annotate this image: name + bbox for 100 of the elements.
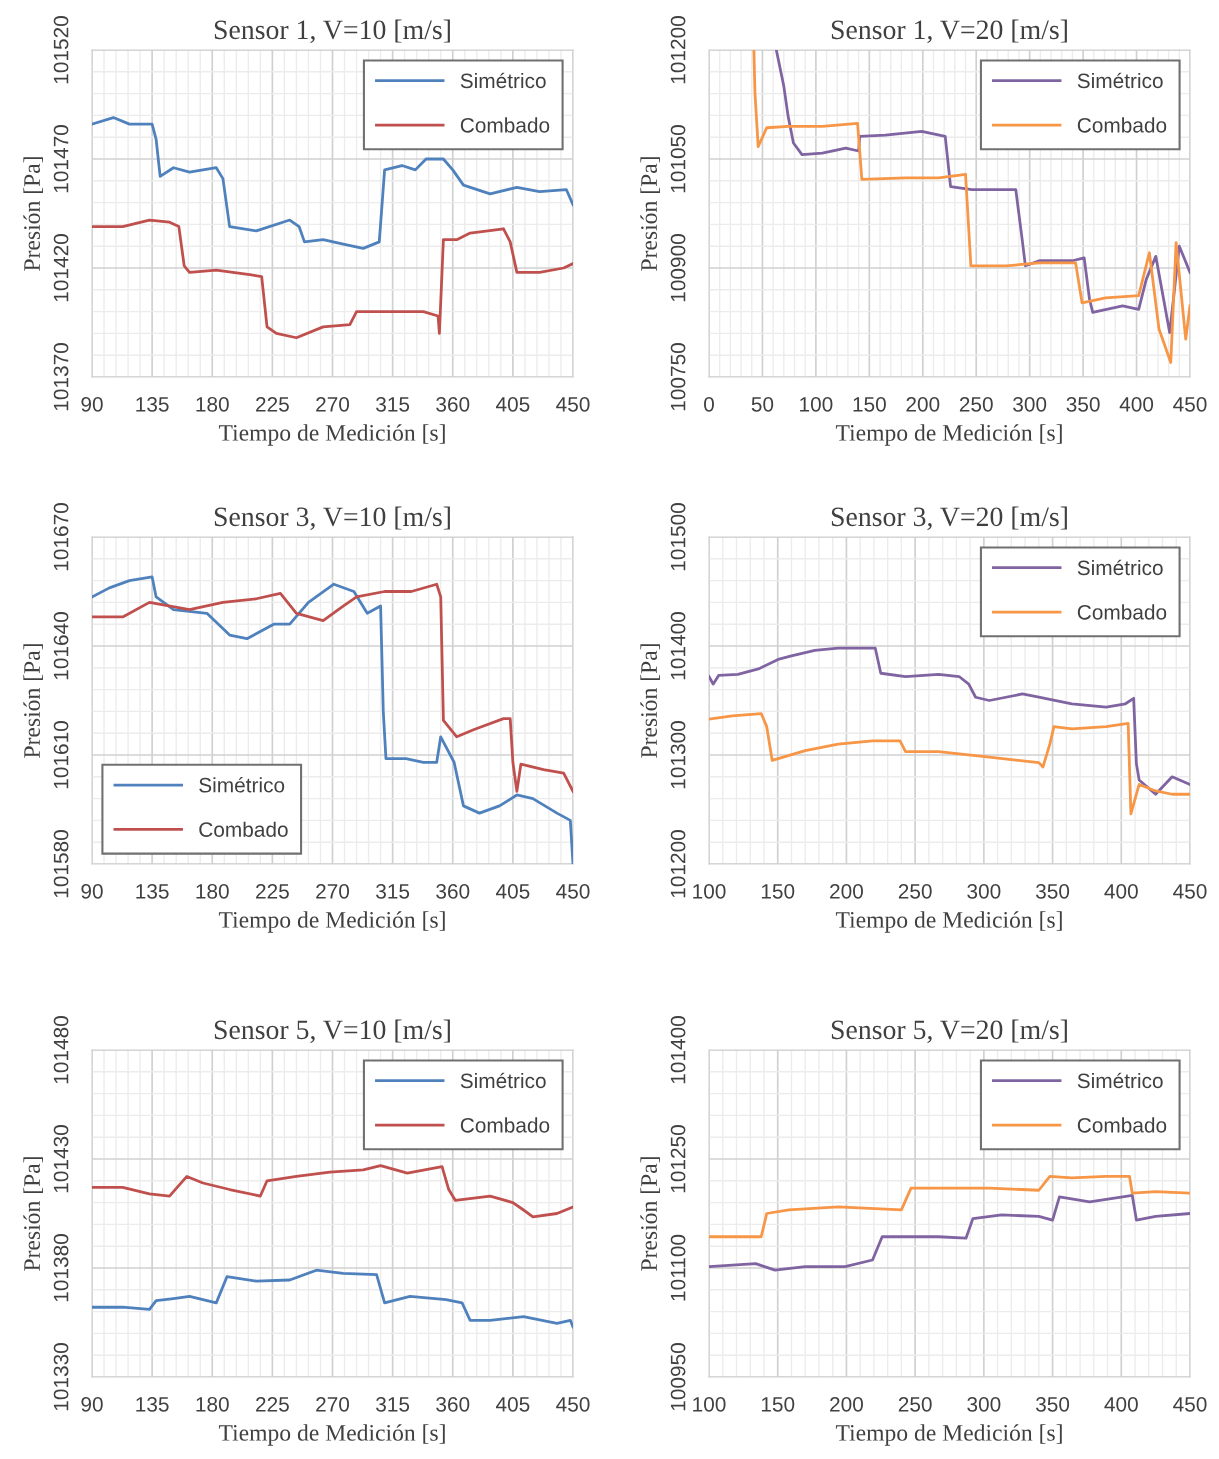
y-axis-title: Presión [Pa] — [23, 157, 43, 271]
x-tick-label: 180 — [196, 396, 229, 412]
line-series — [92, 1268, 573, 1329]
y-tick-label: 101480 — [53, 1016, 69, 1084]
legend-label: Simétrico — [1077, 559, 1163, 576]
legend-label: Simétrico — [199, 777, 285, 793]
line-series — [92, 218, 573, 340]
x-tick-label: 270 — [316, 396, 350, 412]
chart-title: Sensor 3, V=10 [m/s] — [214, 506, 450, 531]
x-tick-label: 0 — [704, 396, 714, 412]
legend-label: Combado — [460, 117, 550, 133]
y-axis-title: Presión [Pa] — [23, 644, 43, 758]
x-tick-label: 450 — [556, 883, 590, 899]
y-tick-label: 101430 — [53, 1125, 69, 1193]
y-tick-label: 101250 — [670, 1125, 686, 1193]
line-series — [92, 582, 573, 793]
line-series — [709, 1175, 1190, 1239]
x-tick-label: 450 — [556, 1396, 590, 1412]
x-tick-label: 90 — [81, 1396, 103, 1412]
x-tick-label: 200 — [830, 883, 863, 899]
x-tick-label: 405 — [495, 883, 530, 899]
chart-title: Sensor 5, V=10 [m/s] — [214, 1019, 450, 1044]
x-tick-label: 300 — [1013, 396, 1047, 412]
x-tick-label: 250 — [898, 1396, 932, 1412]
y-tick-label: 100750 — [670, 343, 686, 411]
y-tick-label: 101380 — [53, 1234, 69, 1302]
x-tick-label: 250 — [959, 396, 993, 412]
x-tick-label: 405 — [495, 396, 530, 412]
x-tick-label: 400 — [1104, 1396, 1138, 1412]
x-tick-label: 135 — [136, 396, 169, 412]
y-tick-label: 101050 — [670, 125, 686, 193]
x-tick-label: 315 — [376, 1396, 410, 1412]
x-tick-label: 150 — [761, 883, 795, 899]
x-tick-label: 315 — [376, 396, 410, 412]
legend-label: Combado — [1077, 604, 1167, 620]
x-tick-label: 50 — [751, 396, 774, 412]
x-axis-title: Tiempo de Medición [s] — [218, 1424, 445, 1446]
y-tick-label: 101520 — [53, 16, 69, 84]
legend-label: Simétrico — [1077, 1072, 1163, 1089]
x-axis-title: Tiempo de Medición [s] — [835, 911, 1062, 933]
chart-title: Sensor 1, V=10 [m/s] — [214, 19, 450, 44]
x-tick-label: 360 — [436, 1396, 470, 1412]
y-tick-label: 101330 — [53, 1343, 69, 1411]
y-tick-label: 100950 — [670, 1343, 686, 1411]
chart-title: Sensor 3, V=20 [m/s] — [831, 506, 1067, 531]
x-tick-label: 300 — [967, 1396, 1001, 1412]
x-axis-title: Tiempo de Medición [s] — [835, 1424, 1062, 1446]
line-series — [92, 116, 573, 250]
y-tick-label: 101400 — [670, 612, 686, 680]
x-tick-label: 450 — [1173, 883, 1207, 899]
x-axis-title: Tiempo de Medición [s] — [218, 424, 445, 446]
legend-label: Simétrico — [460, 72, 546, 89]
x-tick-label: 90 — [81, 883, 103, 899]
y-axis-title: Presión [Pa] — [640, 644, 660, 758]
line-series — [709, 712, 1190, 816]
y-tick-label: 101300 — [670, 721, 686, 789]
x-tick-label: 450 — [1173, 396, 1207, 412]
x-tick-label: 270 — [316, 1396, 350, 1412]
legend-label: Simétrico — [1077, 72, 1163, 89]
y-tick-label: 101420 — [53, 234, 69, 302]
y-tick-label: 101470 — [53, 125, 69, 193]
y-tick-label: 101500 — [670, 503, 686, 571]
line-series — [92, 1164, 573, 1219]
x-tick-label: 360 — [436, 883, 470, 899]
x-tick-label: 350 — [1035, 1396, 1070, 1412]
y-tick-label: 101670 — [53, 503, 69, 571]
x-tick-label: 270 — [316, 883, 350, 899]
x-tick-label: 150 — [853, 396, 886, 412]
x-tick-label: 135 — [136, 1396, 169, 1412]
x-tick-label: 100 — [693, 883, 726, 899]
x-tick-label: 100 — [800, 396, 833, 412]
y-tick-label: 101200 — [670, 830, 686, 898]
x-tick-label: 225 — [256, 396, 289, 412]
y-tick-label: 101370 — [53, 343, 69, 411]
chart-title: Sensor 1, V=20 [m/s] — [831, 19, 1067, 44]
y-tick-label: 100900 — [670, 234, 686, 302]
y-tick-label: 101610 — [53, 721, 69, 789]
chart-title: Sensor 5, V=20 [m/s] — [831, 1019, 1067, 1044]
x-tick-label: 200 — [906, 396, 940, 412]
x-tick-label: 90 — [81, 396, 103, 412]
x-tick-label: 360 — [436, 396, 470, 412]
y-tick-label: 101100 — [670, 1234, 686, 1301]
x-tick-label: 200 — [830, 1396, 863, 1412]
x-axis-title: Tiempo de Medición [s] — [835, 424, 1062, 446]
x-axis-title: Tiempo de Medición [s] — [218, 911, 445, 933]
line-series — [709, 646, 1190, 796]
y-axis-title: Presión [Pa] — [640, 1157, 660, 1271]
legend-label: Combado — [1077, 117, 1167, 133]
x-tick-label: 400 — [1119, 396, 1154, 412]
x-tick-label: 350 — [1066, 396, 1100, 412]
y-axis-title: Presión [Pa] — [640, 157, 660, 271]
x-tick-label: 405 — [495, 1396, 530, 1412]
x-tick-label: 180 — [196, 883, 229, 899]
x-tick-label: 300 — [967, 883, 1001, 899]
x-tick-label: 450 — [1173, 1396, 1207, 1412]
x-tick-label: 180 — [196, 1396, 229, 1412]
x-tick-label: 225 — [256, 1396, 289, 1412]
y-tick-label: 101200 — [670, 16, 686, 84]
legend-label: Combado — [460, 1117, 550, 1133]
x-tick-label: 400 — [1104, 883, 1138, 899]
